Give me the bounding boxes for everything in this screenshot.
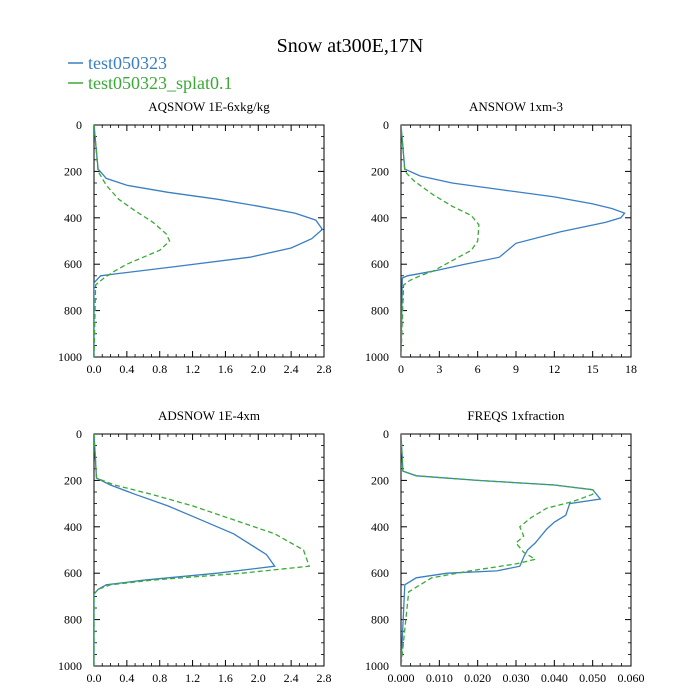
ansnow-ytick-label: 800 — [371, 304, 389, 318]
freqs-xtick-label: 0.010 — [426, 671, 453, 685]
freqs-title: FREQS 1xfraction — [467, 408, 565, 423]
aqsnow-xtick-label: 0.0 — [87, 362, 102, 376]
ansnow-xtick-label: 15 — [587, 362, 599, 376]
aqsnow-ytick-label: 200 — [64, 164, 82, 178]
aqsnow-xtick-label: 1.2 — [185, 362, 200, 376]
adsnow-xtick-label: 1.6 — [218, 671, 233, 685]
aqsnow-xtick-label: 0.4 — [119, 362, 134, 376]
ansnow-series-splat — [401, 125, 480, 357]
ansnow-ytick-label: 600 — [371, 257, 389, 271]
aqsnow-ytick-label: 1000 — [58, 350, 82, 364]
legend-label-splat: test050323_splat0.1 — [88, 73, 233, 93]
panel-adsnow: ADSNOW 1E-4xm 0.0 0.4 0.8 1.2 1.6 2.0 2.4 2.8 0 20… — [58, 408, 332, 685]
adsnow-ytick-label: 0 — [76, 427, 82, 441]
panel-aqsnow: AQSNOW 1E-6xkg/kg 0.0 0.4 0.8 1.2 1.6 2.0 2.4 2.… — [58, 99, 332, 376]
freqs-xtick-label: 0.050 — [579, 671, 606, 685]
freqs-xtick-label: 0.060 — [618, 671, 645, 685]
aqsnow-title: AQSNOW 1E-6xkg/kg — [148, 99, 270, 114]
aqsnow-series-splat — [94, 125, 171, 357]
freqs-xtick-label: 0.030 — [503, 671, 530, 685]
aqsnow-xtick-label: 2.0 — [251, 362, 266, 376]
adsnow-xtick-label: 2.8 — [317, 671, 332, 685]
freqs-ytick-label: 200 — [371, 473, 389, 487]
ansnow-ytick-label: 400 — [371, 211, 389, 225]
adsnow-plot-frame — [93, 433, 325, 667]
adsnow-ytick-label: 800 — [64, 613, 82, 627]
freqs-ytick-label: 0 — [383, 427, 389, 441]
freqs-xtick-label: 0.040 — [541, 671, 568, 685]
adsnow-ytick-label: 600 — [64, 566, 82, 580]
aqsnow-ytick-label: 0 — [76, 118, 82, 132]
ansnow-series-test050323 — [401, 125, 626, 357]
freqs-ytick-label: 600 — [371, 566, 389, 580]
aqsnow-ytick-label: 400 — [64, 211, 82, 225]
ansnow-ytick-label: 1000 — [365, 350, 389, 364]
ansnow-xtick-label: 12 — [548, 362, 560, 376]
ansnow-ytick-label: 200 — [371, 164, 389, 178]
ansnow-title: ANSNOW 1xm-3 — [469, 99, 563, 114]
adsnow-xtick-label: 0.8 — [152, 671, 167, 685]
legend-label-test050323: test050323 — [88, 53, 167, 73]
freqs-ytick-label: 1000 — [365, 659, 389, 673]
freqs-series-splat — [401, 434, 594, 666]
adsnow-xtick-label: 1.2 — [185, 671, 200, 685]
adsnow-xtick-label: 0.4 — [119, 671, 134, 685]
chart-title: Snow at300E,17N — [277, 35, 424, 57]
aqsnow-xtick-label: 1.6 — [218, 362, 233, 376]
panel-freqs: FREQS 1xfraction 0.000 0.010 0.020 0.030 0.04… — [365, 408, 645, 685]
panel-ansnow: ANSNOW 1xm-3 0 3 6 9 12 15 18 0 200 400 600 800 1000 — [365, 99, 637, 376]
freqs-ytick-label: 800 — [371, 613, 389, 627]
adsnow-xtick-label: 2.0 — [251, 671, 266, 685]
ansnow-xtick-label: 9 — [513, 362, 519, 376]
freqs-xtick-label: 0.000 — [388, 671, 415, 685]
ansnow-xtick-label: 0 — [398, 362, 404, 376]
ansnow-plot-frame — [400, 124, 632, 358]
aqsnow-xtick-label: 2.8 — [317, 362, 332, 376]
adsnow-series-splat — [94, 434, 311, 666]
adsnow-title: ADSNOW 1E-4xm — [158, 408, 260, 423]
aqsnow-xtick-label: 0.8 — [152, 362, 167, 376]
ansnow-xtick-label: 6 — [475, 362, 481, 376]
aqsnow-ytick-label: 800 — [64, 304, 82, 318]
adsnow-ytick-label: 1000 — [58, 659, 82, 673]
aqsnow-ytick-label: 600 — [64, 257, 82, 271]
aqsnow-xtick-label: 2.4 — [284, 362, 299, 376]
aqsnow-plot-frame — [93, 124, 325, 358]
ansnow-xtick-label: 18 — [625, 362, 637, 376]
adsnow-ytick-label: 400 — [64, 520, 82, 534]
adsnow-series-test050323 — [94, 434, 276, 666]
legend: test050323 test050323_splat0.1 — [68, 53, 233, 93]
freqs-ytick-label: 400 — [371, 520, 389, 534]
ansnow-ytick-label: 0 — [383, 118, 389, 132]
ansnow-xtick-label: 3 — [436, 362, 442, 376]
adsnow-xtick-label: 0.0 — [87, 671, 102, 685]
freqs-series-test050323 — [401, 434, 602, 666]
aqsnow-series-test050323 — [94, 125, 324, 357]
adsnow-xtick-label: 2.4 — [284, 671, 299, 685]
freqs-xtick-label: 0.020 — [464, 671, 491, 685]
freqs-plot-frame — [400, 433, 632, 667]
adsnow-ytick-label: 200 — [64, 473, 82, 487]
